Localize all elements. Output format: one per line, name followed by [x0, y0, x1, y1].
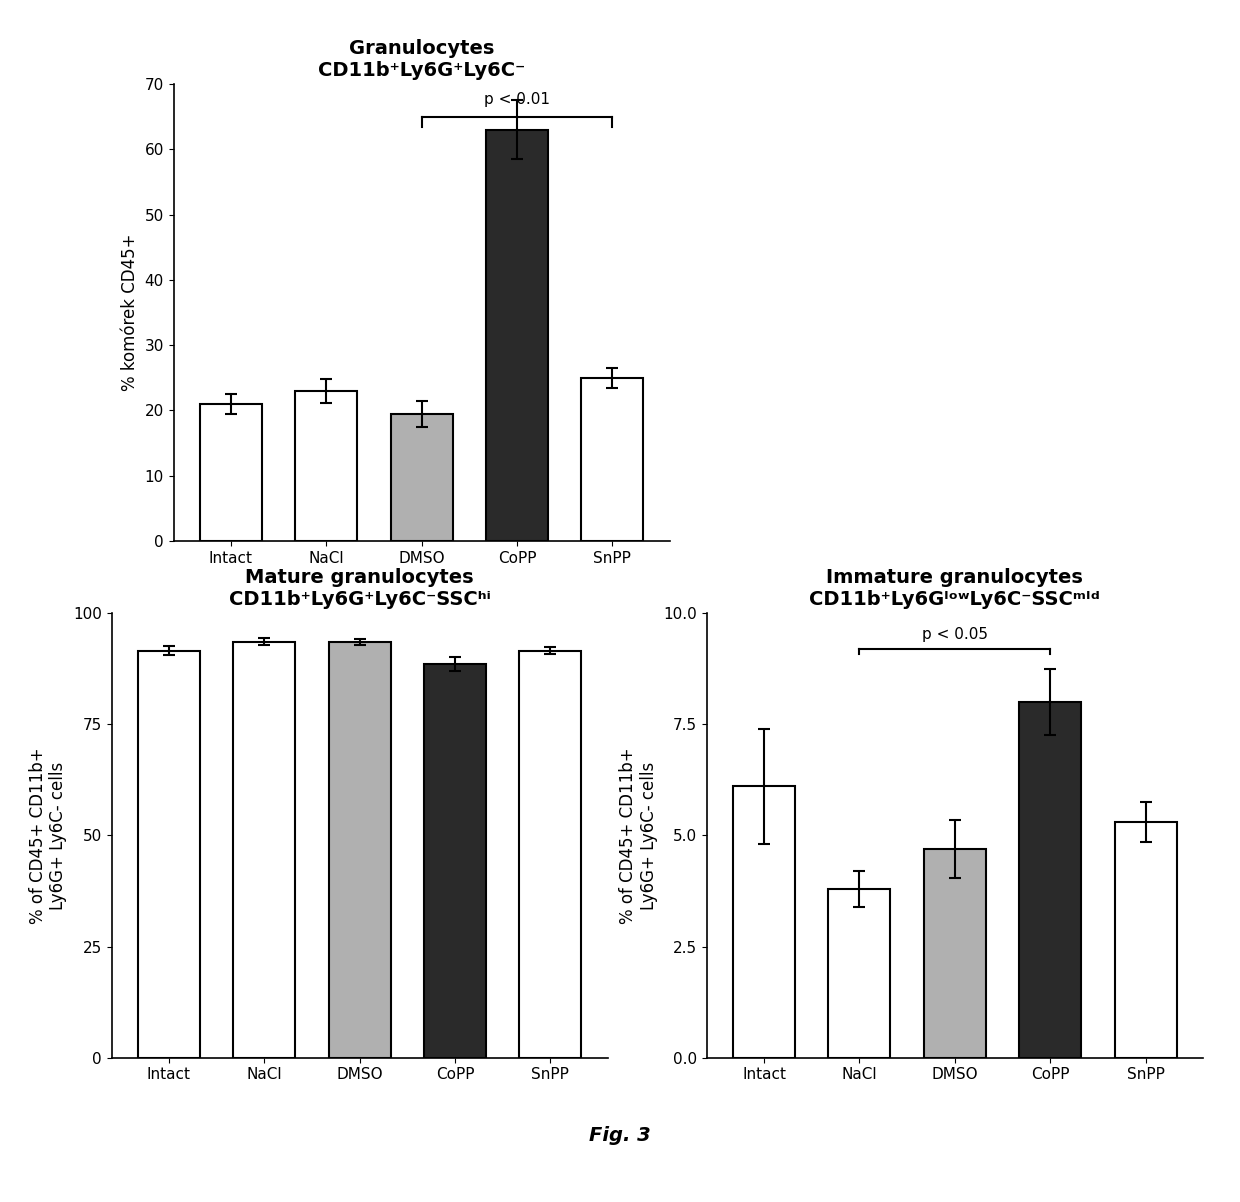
Y-axis label: % of CD45+ CD11b+
Ly6G+ Ly6C- cells: % of CD45+ CD11b+ Ly6G+ Ly6C- cells — [29, 748, 67, 923]
Bar — [733, 786, 795, 1058]
Text: p < 0.01: p < 0.01 — [484, 93, 551, 107]
Title: Immature granulocytes
CD11b⁺Ly6GˡᵒʷLy6C⁻SSCᵐᴵᵈ: Immature granulocytes CD11b⁺Ly6GˡᵒʷLy6C⁻… — [810, 567, 1100, 608]
Bar — [424, 665, 486, 1058]
Bar — [1019, 702, 1081, 1058]
Bar — [329, 642, 391, 1058]
Bar — [924, 849, 986, 1058]
Text: Fig. 3: Fig. 3 — [589, 1126, 651, 1146]
Bar — [486, 130, 548, 541]
Bar — [200, 404, 262, 541]
Text: p < 0.05: p < 0.05 — [921, 627, 988, 642]
Bar — [1115, 822, 1177, 1058]
Bar — [520, 650, 582, 1058]
Bar — [138, 650, 200, 1058]
Y-axis label: % of CD45+ CD11b+
Ly6G+ Ly6C- cells: % of CD45+ CD11b+ Ly6G+ Ly6C- cells — [619, 748, 657, 923]
Bar — [295, 391, 357, 541]
Bar — [582, 377, 644, 541]
Y-axis label: % komórek CD45+: % komórek CD45+ — [122, 233, 139, 392]
Bar — [391, 413, 453, 541]
Title: Mature granulocytes
CD11b⁺Ly6G⁺Ly6C⁻SSCʰⁱ: Mature granulocytes CD11b⁺Ly6G⁺Ly6C⁻SSCʰ… — [228, 567, 491, 608]
Bar — [828, 888, 890, 1058]
Title: Granulocytes
CD11b⁺Ly6G⁺Ly6C⁻: Granulocytes CD11b⁺Ly6G⁺Ly6C⁻ — [317, 38, 526, 79]
Bar — [233, 642, 295, 1058]
